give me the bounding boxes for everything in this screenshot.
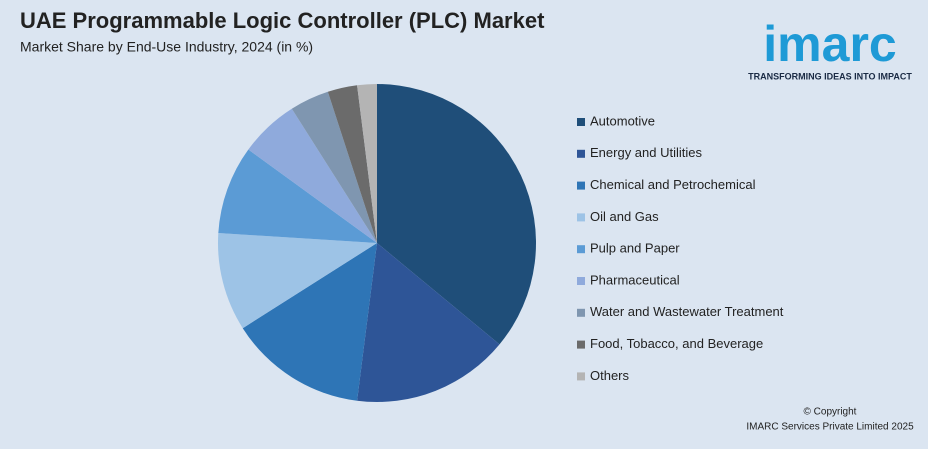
pie-slice xyxy=(377,84,536,345)
pie-slice xyxy=(248,108,377,243)
pie-slice xyxy=(218,149,377,243)
legend-label: Food, Tobacco, and Beverage xyxy=(590,336,763,351)
legend-label: Chemical and Petrochemical xyxy=(590,177,756,192)
pie-slice xyxy=(291,91,377,243)
legend-swatch xyxy=(577,149,585,158)
legend-swatch xyxy=(577,245,585,254)
legend-label: Pulp and Paper xyxy=(590,241,680,256)
logo: imarc xyxy=(763,16,896,72)
copyright: © Copyright xyxy=(804,407,857,418)
legend-swatch xyxy=(577,277,585,285)
company: IMARC Services Private Limited 2025 xyxy=(746,422,914,433)
pie-slice xyxy=(218,233,377,329)
pie-slice xyxy=(327,85,377,244)
pie-slice xyxy=(357,243,500,402)
legend-swatch xyxy=(577,372,585,381)
legend-label: Pharmaceutical xyxy=(590,272,680,287)
legend-swatch xyxy=(577,308,585,317)
legend-label: Oil and Gas xyxy=(590,209,659,224)
legend-swatch xyxy=(577,213,585,222)
legend-label: Water and Wastewater Treatment xyxy=(590,304,784,319)
logo-tagline: TRANSFORMING IDEAS INTO IMPACT xyxy=(748,71,912,81)
legend-label: Others xyxy=(590,368,630,383)
chart-subtitle: Market Share by End-Use Industry, 2024 (… xyxy=(20,39,313,55)
legend-label: Energy and Utilities xyxy=(590,145,702,160)
legend-swatch xyxy=(577,118,585,126)
pie-slice xyxy=(242,243,377,401)
chart-title: UAE Programmable Logic Controller (PLC) … xyxy=(20,8,545,33)
pie-slice xyxy=(357,84,377,243)
legend-swatch xyxy=(577,340,585,349)
legend-label: Automotive xyxy=(590,113,655,128)
legend-swatch xyxy=(577,181,585,190)
